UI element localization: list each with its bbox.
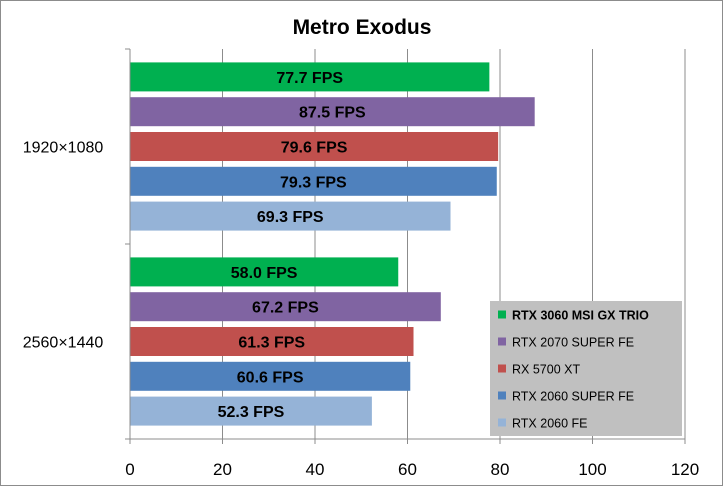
axes: 0 20 40 60 80 100 120 1920×1080 2560×1440 bbox=[23, 48, 699, 479]
legend-swatch bbox=[498, 391, 506, 400]
x-tick-label: 20 bbox=[213, 460, 232, 479]
legend: RTX 3060 MSI GX TRIO RTX 2070 SUPER FE RX … bbox=[490, 301, 682, 436]
legend-entry: RTX 2060 FE bbox=[512, 417, 588, 431]
chart-title: Metro Exodus bbox=[293, 16, 432, 39]
bar bbox=[130, 166, 497, 196]
legend-entry: RX 5700 XT bbox=[512, 363, 580, 377]
legend-entry: RTX 3060 MSI GX TRIO bbox=[512, 309, 649, 323]
legend-swatch bbox=[498, 310, 506, 319]
bar-value-label: 52.3 FPS bbox=[218, 404, 285, 421]
bar bbox=[130, 292, 441, 322]
bar-value-label: 58.0 FPS bbox=[231, 265, 298, 282]
bar-value-label: 79.6 FPS bbox=[281, 140, 348, 157]
bar-value-label: 87.5 FPS bbox=[299, 105, 366, 122]
bar-value-label: 79.3 FPS bbox=[280, 174, 347, 191]
legend-swatch bbox=[498, 364, 506, 373]
bar-value-label: 61.3 FPS bbox=[238, 335, 305, 352]
category-label: 2560×1440 bbox=[23, 335, 104, 352]
bar bbox=[130, 97, 535, 127]
legend-swatch bbox=[498, 418, 506, 427]
x-tick-label: 80 bbox=[491, 460, 510, 479]
bar bbox=[130, 201, 451, 231]
bar-value-label: 69.3 FPS bbox=[257, 209, 324, 226]
x-tick-label: 40 bbox=[306, 460, 325, 479]
x-tick-label: 60 bbox=[398, 460, 417, 479]
legend-box bbox=[490, 301, 682, 436]
bar bbox=[130, 361, 411, 391]
legend-swatch bbox=[498, 337, 506, 346]
bar-value-label: 77.7 FPS bbox=[276, 70, 343, 87]
bar bbox=[130, 327, 414, 356]
category-label: 1920×1080 bbox=[23, 140, 104, 157]
x-tick-label: 0 bbox=[125, 460, 134, 479]
bar bbox=[130, 257, 399, 287]
bars: 77.7 FPS 87.5 FPS 79.6 FPS 79.3 FPS 69.3 FPS… bbox=[130, 62, 535, 426]
bar bbox=[130, 132, 499, 161]
x-tick-label: 120 bbox=[671, 460, 699, 479]
legend-entry: RTX 2060 SUPER FE bbox=[512, 390, 634, 404]
bar bbox=[130, 396, 372, 426]
bar-value-label: 60.6 FPS bbox=[237, 369, 304, 386]
bar-value-label: 67.2 FPS bbox=[252, 300, 319, 317]
bar bbox=[130, 62, 490, 92]
legend-entry: RTX 2070 SUPER FE bbox=[512, 336, 634, 350]
x-tick-label: 100 bbox=[578, 460, 606, 479]
